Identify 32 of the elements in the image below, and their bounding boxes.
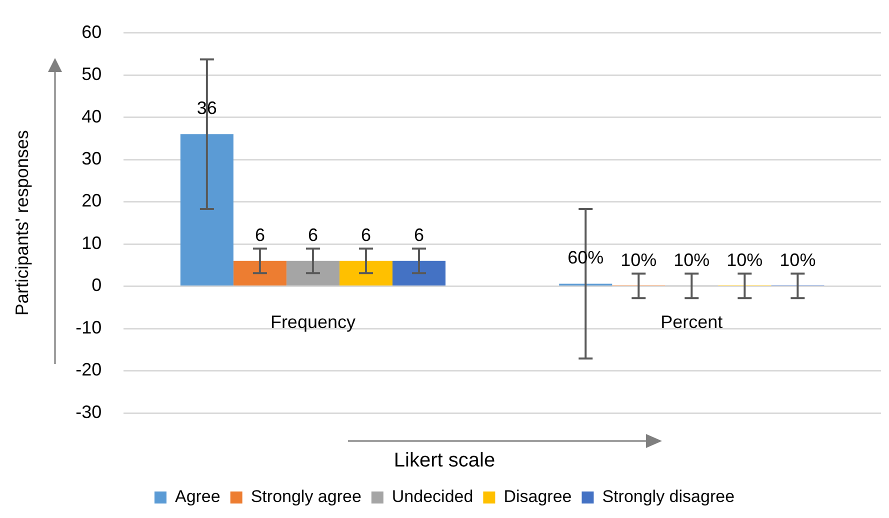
legend-label: Agree (174, 487, 220, 506)
data-label: 6 (308, 224, 318, 245)
bar (392, 260, 446, 286)
legend-label: Strongly disagree (602, 487, 735, 506)
legend-label: Strongly agree (250, 487, 362, 506)
y-tick-label: -10 (76, 317, 102, 338)
data-label: 6 (360, 224, 371, 245)
data-label: 10% (726, 250, 763, 270)
y-tick-label: 50 (82, 64, 102, 84)
data-label: 6 (414, 224, 424, 245)
y-tick-label: 0 (92, 275, 102, 296)
bar (339, 260, 392, 286)
data-label: 6 (254, 224, 265, 245)
y-tick-label: 60 (82, 22, 102, 42)
y-axis-title: Participants' responses (12, 130, 32, 316)
y-tick-label: 10 (82, 232, 102, 253)
y-tick-label: 30 (82, 148, 102, 168)
bar (233, 260, 286, 286)
x-axis-title: Likert scale (394, 450, 496, 472)
legend-label: Disagree (504, 487, 572, 506)
y-tick-label: -20 (76, 360, 102, 380)
x-tick-label: Percent (660, 312, 723, 332)
data-label: 10% (780, 250, 816, 270)
data-label: 10% (620, 250, 657, 270)
bar (286, 260, 340, 286)
bar (180, 134, 234, 286)
y-tick-label: 40 (82, 106, 102, 126)
y-tick-label: 20 (82, 190, 102, 211)
y-tick-label: -30 (76, 402, 102, 422)
data-label: 10% (674, 250, 710, 270)
x-tick-label: Frequency (270, 312, 356, 332)
legend-label: Undecided (392, 487, 474, 506)
